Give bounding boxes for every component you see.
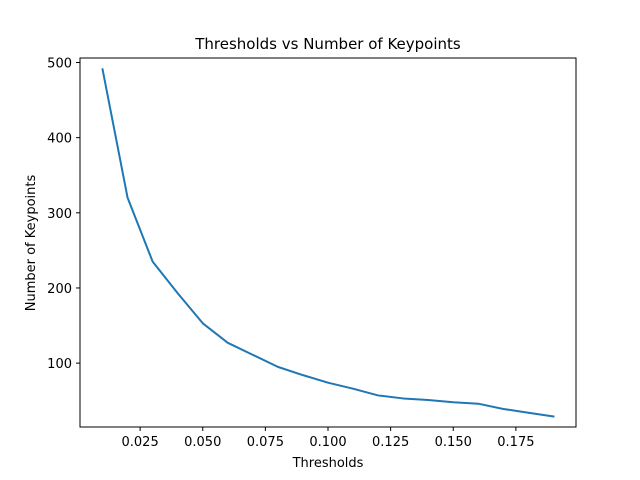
y-axis: 100 200 300 400 500	[47, 57, 80, 372]
series-layer	[101, 68, 555, 418]
x-axis-label: Thresholds	[292, 456, 364, 471]
y-tick-label: 100	[47, 357, 72, 372]
x-tick-label: 0.100	[309, 435, 346, 450]
y-axis-label: Number of Keypoints	[24, 175, 39, 312]
x-tick-label: 0.175	[497, 435, 534, 450]
x-tick-label: 0.125	[372, 435, 409, 450]
chart-title: Thresholds vs Number of Keypoints	[194, 35, 461, 53]
y-tick-label: 500	[47, 57, 72, 72]
y-tick-label: 300	[47, 207, 72, 222]
x-tick-label: 0.050	[184, 435, 221, 450]
x-tick-label: 0.025	[122, 435, 159, 450]
x-axis: 0.025 0.050 0.075 0.100 0.125 0.150 0.175	[122, 427, 534, 450]
x-tick-label: 0.075	[247, 435, 284, 450]
series-line	[101, 68, 555, 418]
x-tick-label: 0.150	[435, 435, 472, 450]
y-tick-label: 200	[47, 282, 72, 297]
y-tick-label: 400	[47, 132, 72, 147]
